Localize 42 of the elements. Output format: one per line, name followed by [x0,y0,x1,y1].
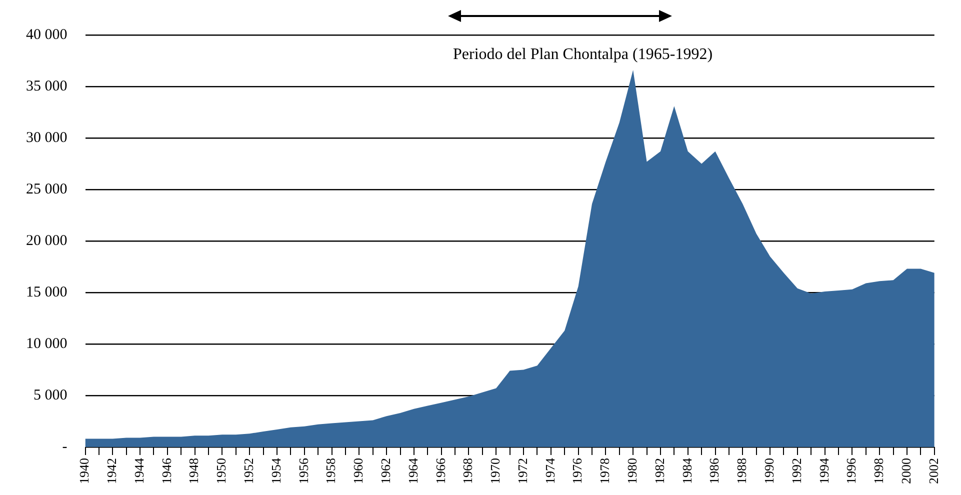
x-tick-label: 2002 [926,458,941,484]
x-tick-label: 1992 [788,458,804,484]
x-tick-label: 1974 [542,458,558,484]
x-tick-label: 1970 [488,458,503,484]
x-tick-label: 1984 [679,458,694,484]
x-tick-label: 1940 [76,458,92,484]
x-tick-label: 1980 [624,458,640,484]
x-tick-label: 1994 [816,458,832,484]
x-tick-label: 1950 [214,458,229,484]
x-tick-label: 1962 [378,458,393,484]
x-tick-label: 1990 [761,458,776,484]
x-tick-label: 1986 [706,458,722,484]
x-tick-label: 1966 [432,458,448,484]
x-tick-label: 1956 [296,458,311,484]
x-tick-label: 1942 [104,458,120,484]
y-tick-label: 10 000 [26,336,68,352]
y-tick-label: 20 000 [26,232,68,249]
x-tick-label: 1988 [734,458,750,484]
x-tick-label: 1976 [570,458,585,484]
y-tick-label: 40 000 [26,26,68,43]
x-tick-label: 1954 [268,458,284,484]
y-tick-label: 35 000 [26,78,68,94]
x-tick-label: 1958 [323,458,338,484]
x-tick-label: 1972 [514,458,530,484]
x-tick-label: 1946 [158,458,174,484]
x-tick-label: 1948 [186,458,202,484]
x-tick-label: 1968 [460,458,476,484]
x-tick-label: 1998 [871,458,886,484]
x-tick-label: 1960 [350,458,366,484]
y-tick-label: - [62,438,68,455]
x-tick-label: 1952 [241,458,256,484]
x-tick-label: 1996 [844,458,859,484]
x-tick-label: 1944 [131,458,146,484]
y-tick-label: 25 000 [26,181,68,198]
annotation: Periodo del Plan Chontalpa (1965-1992) [453,46,713,64]
y-tick-label: 15 000 [26,284,68,300]
y-tick-label: 30 000 [26,130,68,146]
x-tick-label: 1964 [405,458,420,484]
x-tick-label: 1978 [597,458,612,484]
y-tick-label: 5 000 [34,387,68,404]
x-tick-label: 1982 [652,458,667,484]
x-tick-label: 2000 [898,458,914,484]
